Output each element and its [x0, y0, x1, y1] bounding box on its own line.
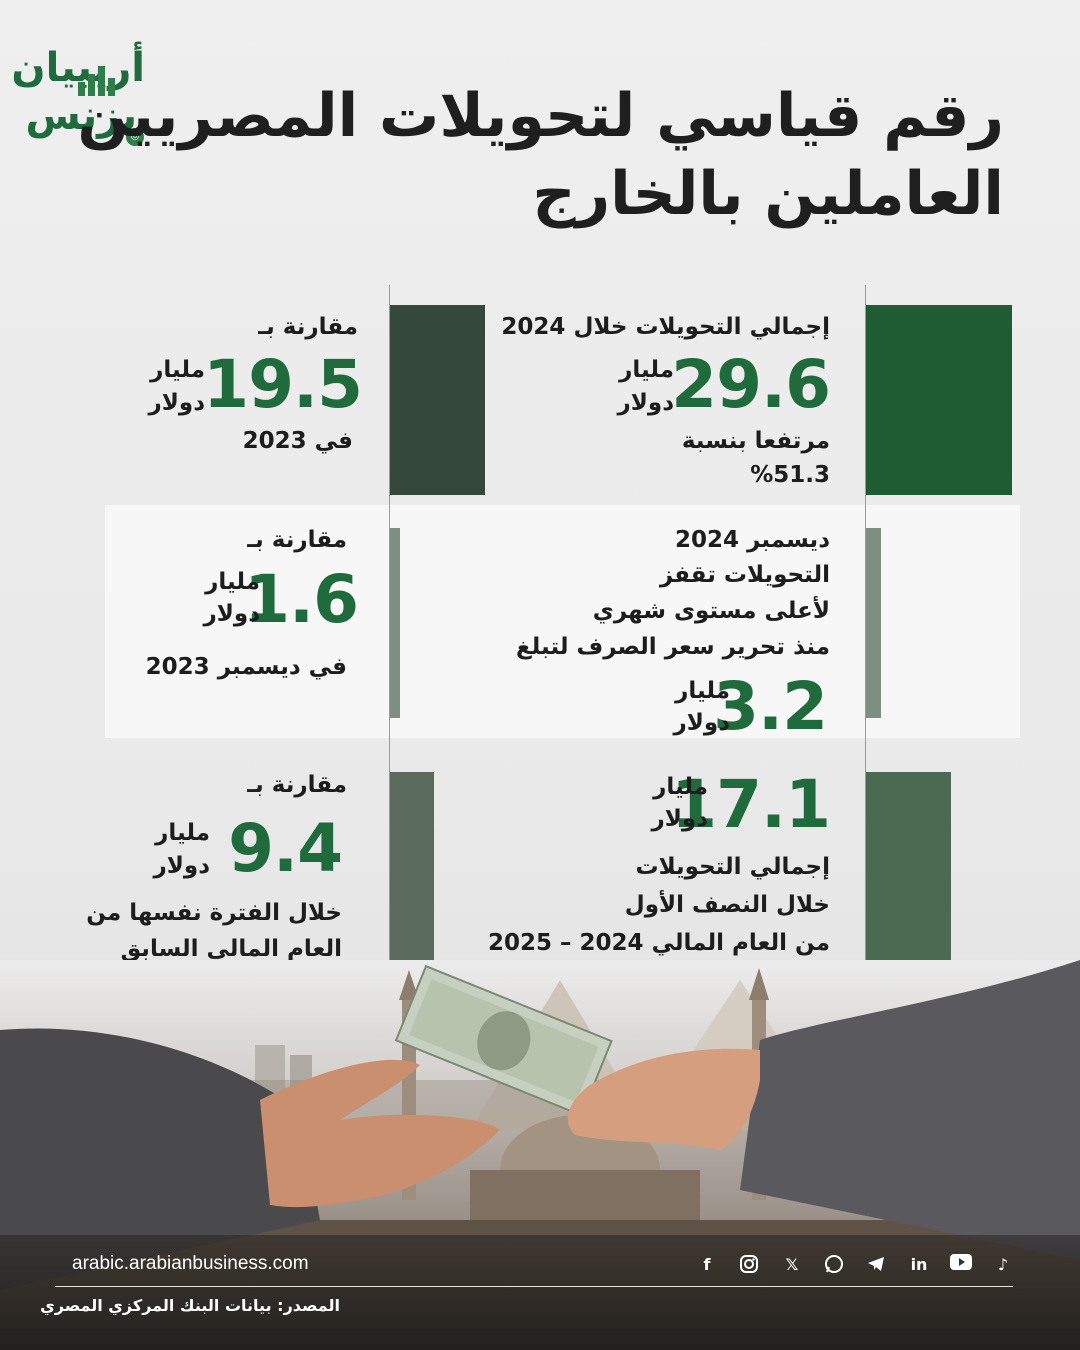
- accent-block-row3-left: [390, 772, 434, 962]
- source-note: المصدر: بيانات البنك المركزي المصري: [40, 1296, 340, 1315]
- accent-block-row1-left: [390, 305, 485, 495]
- page-title-line1: رقم قياسي لتحويلات المصريين: [77, 81, 1004, 151]
- divider-right: [865, 285, 866, 993]
- row1-left-unit1: مليار: [150, 357, 205, 383]
- row2-right-unit1: مليار: [675, 678, 730, 704]
- row2-right-line2: التحويلات تقفز: [659, 562, 830, 588]
- accent-block-row1-right: [866, 305, 1012, 495]
- logo-text-line2: بزنس: [25, 93, 137, 139]
- row1-right-note2: %51.3: [750, 462, 830, 488]
- row3-right-unit1: مليار: [653, 774, 708, 800]
- row3-left-line2: العام المالي السابق: [120, 936, 342, 962]
- row2-left-unit2: دولار: [203, 601, 260, 627]
- footer-divider: [55, 1286, 1013, 1287]
- globe-icon: ◎: [126, 128, 144, 146]
- row1-right-value: 29.6: [671, 346, 831, 423]
- accent-block-row3-right: [866, 772, 951, 962]
- row3-left-value: 9.4: [228, 810, 343, 887]
- row1-left-note: في 2023: [242, 428, 353, 454]
- accent-block-row2-right: [866, 528, 881, 718]
- row2-right-value: 3.2: [713, 668, 828, 745]
- website-link[interactable]: arabic.arabianbusiness.com: [72, 1253, 309, 1274]
- row1-right-label: إجمالي التحويلات خلال 2024: [501, 314, 830, 340]
- row3-left-unit2: دولار: [153, 853, 210, 879]
- x-icon[interactable]: 𝕏: [785, 1255, 799, 1274]
- row1-right-note1: مرتفعا بنسبة: [681, 428, 830, 454]
- row2-left-label: مقارنة بـ: [247, 527, 347, 553]
- row3-right-value: 17.1: [671, 766, 831, 843]
- facebook-icon[interactable]: f: [703, 1255, 711, 1274]
- telegram-icon[interactable]: [865, 1254, 887, 1276]
- row2-right-line3: لأعلى مستوى شهري: [592, 598, 830, 624]
- row3-right-line3: من العام المالي 2024 – 2025: [488, 930, 830, 956]
- row2-left-value: 1.6: [244, 561, 359, 638]
- row1-left-unit2: دولار: [148, 390, 205, 416]
- row3-left-line1: خلال الفترة نفسها من: [86, 900, 342, 926]
- tiktok-icon[interactable]: ♪: [997, 1255, 1009, 1274]
- accent-block-row2-left: [390, 528, 400, 718]
- row2-right-unit2: دولار: [673, 710, 730, 736]
- row3-right-unit2: دولار: [651, 806, 708, 832]
- row3-left-label: مقارنة بـ: [247, 772, 347, 798]
- row3-right-line2: خلال النصف الأول: [624, 892, 830, 918]
- linkedin-icon[interactable]: in: [910, 1255, 928, 1274]
- row2-right-line4: منذ تحرير سعر الصرف لتبلغ: [515, 634, 830, 660]
- row1-left-value: 19.5: [203, 346, 363, 423]
- row1-right-unit2: دولار: [617, 390, 674, 416]
- footer-bar: [0, 1235, 1080, 1350]
- row3-right-line1: إجمالي التحويلات: [635, 854, 830, 880]
- row1-left-label: مقارنة بـ: [258, 314, 358, 340]
- whatsapp-icon[interactable]: [823, 1254, 845, 1276]
- brand-logo[interactable]: أريبيان بزنس ◎: [11, 42, 155, 157]
- page-title-line2: العاملين بالخارج: [532, 159, 1004, 229]
- row3-left-unit1: مليار: [155, 820, 210, 846]
- row1-right-unit1: مليار: [619, 357, 674, 383]
- row2-right-line1: ديسمبر 2024: [675, 527, 830, 553]
- youtube-icon[interactable]: [950, 1254, 972, 1276]
- logo-bars-icon: [78, 62, 124, 96]
- row2-left-unit1: مليار: [205, 569, 260, 595]
- divider-left: [389, 285, 390, 993]
- row2-left-note: في ديسمبر 2023: [145, 654, 347, 680]
- instagram-icon[interactable]: [738, 1254, 760, 1276]
